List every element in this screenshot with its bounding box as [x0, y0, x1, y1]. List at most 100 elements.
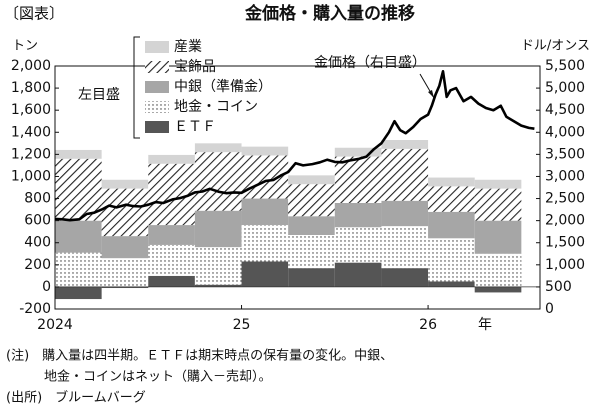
y-tick-label: -200: [19, 301, 51, 317]
bar-segment: [148, 154, 195, 164]
bar-segment: [381, 200, 429, 227]
bar-segment: [148, 163, 195, 226]
bar-segment: [194, 210, 242, 248]
legend-swatch: [145, 41, 169, 53]
bar-segment: [194, 247, 242, 285]
bar-segment: [241, 261, 289, 287]
bar-segment: [241, 225, 289, 262]
y2-tick-label: 5,500: [545, 58, 585, 74]
bar-segment: [474, 286, 522, 293]
bar-segment: [288, 184, 335, 217]
y-tick-label: 1,000: [11, 168, 51, 184]
figure-label: 〔図表〕: [4, 5, 64, 23]
price-line: [54, 70, 535, 222]
bar-segment: [101, 179, 149, 189]
y2-tick-label: 1,500: [545, 235, 585, 251]
y-tick-label: 200: [24, 257, 51, 273]
x-tick-label: 25: [233, 317, 251, 333]
bar-segment: [241, 146, 289, 156]
bar-segment: [474, 179, 522, 189]
y-tick-label: 1,400: [11, 124, 51, 140]
bar-segment: [288, 234, 335, 269]
bar-segment: [474, 188, 522, 221]
legend-label: 中銀（準備金）: [174, 79, 272, 95]
bar-segment: [101, 236, 149, 259]
bar-segment: [55, 149, 102, 159]
x-tick-label: 26: [419, 317, 437, 333]
y2-tick-label: 4,500: [545, 102, 585, 118]
bar-segment: [474, 253, 522, 287]
bar-segment: [381, 148, 429, 201]
bar-segment: [428, 211, 475, 239]
bar-segment: [381, 268, 429, 287]
note: 地金・コインはネット（購入－売却）。: [44, 369, 272, 385]
y2-tick-label: 500: [545, 279, 572, 295]
bar-segment: [241, 155, 289, 199]
left-axis-note: 左目盛: [78, 87, 120, 103]
bar-segment: [101, 188, 149, 237]
y-tick-label: 1,600: [11, 102, 51, 118]
y-axis-label: トン: [12, 39, 38, 54]
note: (注) 購入量は四半期。ＥＴＦは期末時点の保有量の変化。中銀、: [6, 348, 393, 364]
bar-segment: [55, 158, 102, 221]
bar-segment: [334, 202, 382, 228]
legend-label: 宝飾品: [174, 59, 216, 75]
legend-swatch: [145, 61, 169, 73]
bar-segment: [101, 258, 149, 287]
y2-tick-label: 1,000: [545, 257, 585, 273]
bar-segment: [334, 227, 382, 263]
bar-segment: [55, 252, 102, 287]
legend-label: ＥＴＦ: [174, 119, 216, 135]
bar-segment: [194, 143, 242, 153]
annotation-arrowhead: [428, 90, 434, 98]
legend-swatch: [145, 101, 169, 113]
y2-tick-label: 3,500: [545, 146, 585, 162]
y-tick-label: 0: [42, 279, 51, 295]
y-tick-label: 400: [24, 235, 51, 251]
bar-segment: [334, 156, 382, 203]
bar-segment: [381, 140, 429, 149]
bar-segment: [334, 147, 382, 157]
legend-swatch: [145, 81, 169, 93]
bar-segment: [194, 152, 242, 211]
bar-segment: [194, 284, 242, 287]
bar-segment: [148, 244, 195, 276]
y2-tick-label: 2,000: [545, 213, 585, 229]
y-tick-label: 1,200: [11, 146, 51, 162]
bar-segment: [381, 226, 429, 269]
bar-segment: [288, 216, 335, 235]
bar-segment: [428, 281, 475, 287]
note: (出所) ブルームバーグ: [6, 390, 146, 406]
y2-tick-label: 2,500: [545, 191, 585, 207]
legend-bracket: [133, 36, 140, 139]
legend-label: 地金・コイン: [174, 99, 258, 115]
y2-tick-label: 5,000: [545, 80, 585, 96]
bar-segment: [428, 238, 475, 282]
legend-swatch: [145, 121, 169, 133]
y2-tick-label: 4,000: [545, 124, 585, 140]
y2-axis-label: ドル/オンス: [521, 39, 590, 54]
bar-segment: [288, 175, 335, 185]
bar-segment: [428, 186, 475, 212]
y-tick-label: 2,000: [11, 58, 51, 74]
plot-frame: [54, 65, 541, 310]
bar-segment: [101, 286, 149, 289]
x-axis-unit: 年: [478, 317, 492, 333]
line-annotation: 金価格（右目盛）: [314, 55, 426, 71]
y-tick-label: 1,800: [11, 80, 51, 96]
bar-segment: [334, 262, 382, 287]
bar-segment: [241, 198, 289, 226]
y2-tick-label: 3,000: [545, 168, 585, 184]
bar-segment: [55, 220, 102, 253]
bar-segment: [148, 225, 195, 245]
bar-segment: [55, 286, 102, 300]
x-tick-label: 2024: [37, 317, 73, 333]
chart-title: 金価格・購入量の推移: [244, 3, 415, 24]
bar-segment: [428, 177, 475, 187]
bar-segment: [148, 275, 195, 287]
bar-segment: [474, 220, 522, 254]
y-tick-label: 800: [24, 191, 51, 207]
legend-label: 産業: [174, 39, 202, 55]
